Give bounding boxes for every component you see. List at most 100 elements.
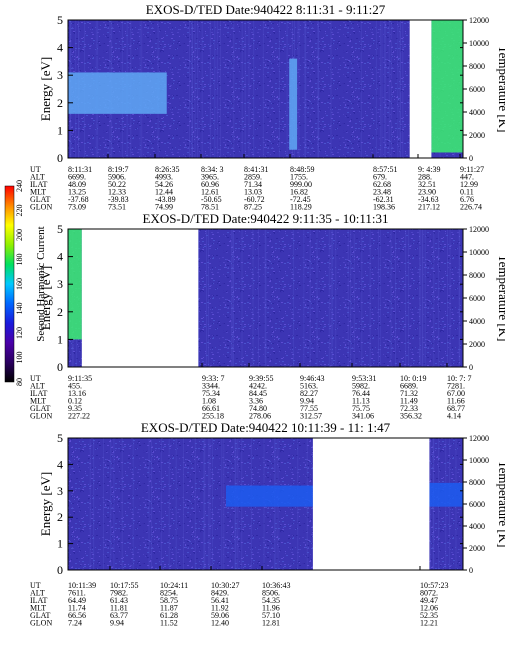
y-tick-label: 4 [57, 457, 63, 471]
texture-streak [330, 229, 332, 367]
texture-streak [208, 438, 210, 570]
chart-title: EXOS-D/TED Date:940422 9:11:35 - 10:11:3… [142, 211, 388, 226]
texture-streak [211, 438, 213, 570]
table-cell: 7611. [68, 589, 86, 598]
y-tick-label: 2 [57, 96, 63, 110]
y-tick-label: 5 [57, 13, 63, 27]
texture-streak [209, 438, 211, 570]
texture-streak [361, 229, 363, 367]
table-cell: 6.76 [460, 195, 474, 204]
table-cell: 10: 0:19 [400, 374, 426, 383]
y2-tick-label: 10000 [469, 456, 489, 465]
texture-streak [204, 438, 206, 570]
table-cell: 49.47 [420, 596, 438, 605]
texture-streak [264, 229, 266, 367]
y2-tick-label: 10000 [469, 248, 489, 257]
table-cell: 77.55 [300, 404, 318, 413]
texture-streak [286, 20, 288, 158]
table-cell: 63.77 [110, 611, 128, 620]
texture-streak [379, 20, 381, 158]
table-cell: 3.36 [249, 397, 263, 406]
table-cell: 23.90 [418, 188, 436, 197]
y2-axis-label: Temperature [K] [496, 461, 505, 548]
texture-streak [424, 229, 426, 367]
table-cell: 11.52 [160, 619, 178, 628]
table-cell: 60.96 [201, 180, 219, 189]
texture-streak [150, 438, 152, 570]
row-label: ALT [30, 173, 45, 182]
table-cell: 12.99 [460, 180, 478, 189]
table-cell: 2859. [244, 173, 262, 182]
texture-streak [381, 20, 383, 158]
row-label: UT [30, 374, 41, 383]
y-tick-label: 2 [57, 305, 63, 319]
texture-streak [390, 20, 392, 158]
table-cell: 23.48 [373, 188, 391, 197]
table-cell: 6699. [68, 173, 86, 182]
table-cell: 1755. [290, 173, 308, 182]
row-label: ILAT [30, 180, 47, 189]
table-cell: 48.09 [68, 180, 86, 189]
table-cell: 66.56 [68, 611, 86, 620]
texture-streak [397, 20, 399, 158]
table-cell: 999.00 [290, 180, 312, 189]
table-cell: 82.27 [300, 389, 318, 398]
texture-streak [402, 20, 404, 158]
table-cell: 12.61 [201, 188, 219, 197]
texture-streak [422, 229, 424, 367]
texture-streak [241, 20, 243, 158]
texture-streak [216, 20, 218, 158]
texture-streak [110, 438, 112, 570]
table-cell: 455. [68, 382, 82, 391]
table-cell: 9:11:27 [460, 165, 484, 174]
table-cell: 11.87 [160, 604, 178, 613]
colorbar-tick-label: 220 [15, 205, 24, 217]
texture-streak [252, 229, 254, 367]
texture-streak [191, 20, 193, 158]
y2-tick-label: 4000 [469, 317, 485, 326]
y-tick-label: 4 [57, 41, 63, 55]
texture-streak [399, 20, 401, 158]
texture-streak [265, 229, 267, 367]
y2-tick-label: 12000 [469, 225, 489, 234]
y-tick-label: 4 [57, 250, 63, 264]
y2-tick-label: 8000 [469, 271, 485, 280]
texture-streak [360, 20, 362, 158]
table-cell: 10:11:39 [68, 581, 96, 590]
table-cell: 9: 4:39 [418, 165, 440, 174]
table-cell: 54.26 [155, 180, 173, 189]
texture-streak [132, 438, 134, 570]
texture-streak [304, 20, 306, 158]
data-gap [312, 438, 430, 570]
table-cell: 11.49 [400, 397, 418, 406]
table-cell: 447. [460, 173, 474, 182]
texture-streak [303, 229, 305, 367]
table-cell: 7.24 [68, 619, 82, 628]
row-label: MLT [30, 397, 46, 406]
table-cell: 8:48:59 [290, 165, 314, 174]
table-cell: 13.25 [68, 188, 86, 197]
table-cell: 64.49 [68, 596, 86, 605]
row-label: GLON [30, 412, 52, 421]
table-cell: 87.25 [244, 203, 262, 212]
table-cell: 9:53:31 [352, 374, 376, 383]
row-label: GLAT [30, 611, 51, 620]
texture-streak [209, 20, 211, 158]
table-cell: 16.82 [290, 188, 308, 197]
texture-streak [298, 20, 300, 158]
y-tick-label: 5 [57, 222, 63, 236]
table-cell: 73.51 [108, 203, 126, 212]
table-cell: 198.36 [373, 203, 395, 212]
texture-streak [230, 229, 232, 367]
table-cell: 8:34: 3 [201, 165, 223, 174]
table-cell: 58.75 [160, 596, 178, 605]
row-label: GLAT [30, 404, 51, 413]
texture-streak [318, 20, 320, 158]
table-cell: 9.94 [110, 619, 124, 628]
y2-tick-label: 12000 [469, 434, 489, 443]
row-label: UT [30, 165, 41, 174]
colorbar-tick-label: 200 [15, 229, 24, 241]
texture-streak [219, 20, 221, 158]
texture-streak [388, 20, 390, 158]
